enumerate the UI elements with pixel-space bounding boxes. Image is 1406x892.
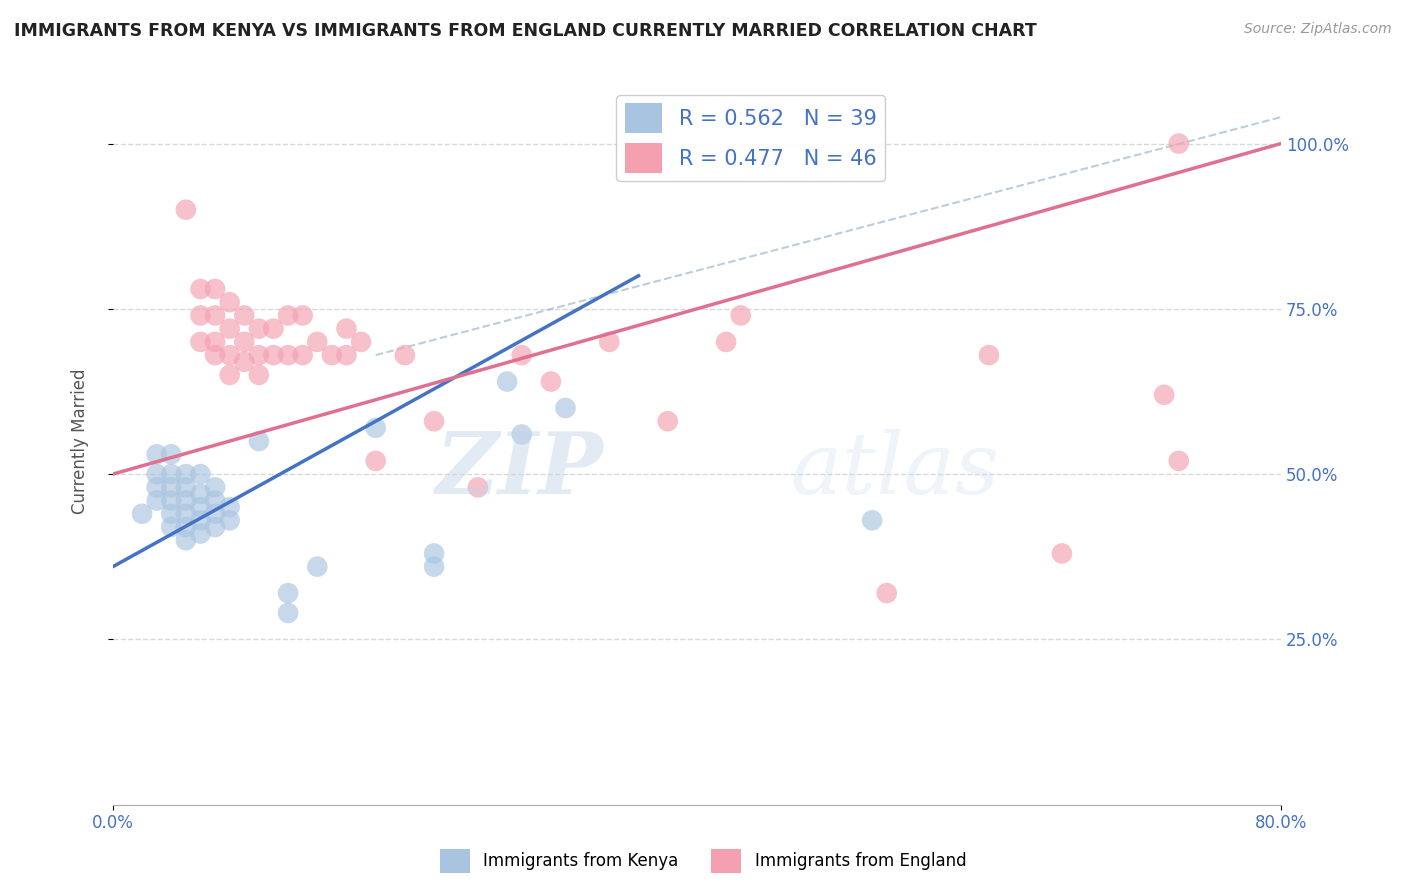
Point xyxy=(160,520,183,534)
Point xyxy=(204,520,226,534)
Point xyxy=(277,586,299,600)
Point xyxy=(131,507,153,521)
Point xyxy=(190,500,212,515)
Point xyxy=(218,348,240,362)
Point xyxy=(730,309,752,323)
Point xyxy=(277,606,299,620)
Point xyxy=(291,309,314,323)
Point xyxy=(350,334,373,349)
Point xyxy=(233,309,256,323)
Point xyxy=(160,480,183,494)
Point xyxy=(190,526,212,541)
Point xyxy=(262,321,284,335)
Text: Source: ZipAtlas.com: Source: ZipAtlas.com xyxy=(1244,22,1392,37)
Point xyxy=(307,334,329,349)
Point xyxy=(204,507,226,521)
Point xyxy=(247,321,270,335)
Point xyxy=(204,309,226,323)
Point xyxy=(364,421,387,435)
Point xyxy=(335,348,357,362)
Point xyxy=(277,309,299,323)
Point xyxy=(190,309,212,323)
Point xyxy=(174,480,197,494)
Point xyxy=(204,282,226,296)
Point xyxy=(496,375,519,389)
Point xyxy=(247,434,270,448)
Point xyxy=(554,401,576,415)
Point xyxy=(335,321,357,335)
Point xyxy=(423,546,446,560)
Text: ZIP: ZIP xyxy=(436,428,603,512)
Point xyxy=(321,348,343,362)
Point xyxy=(190,487,212,501)
Point xyxy=(190,513,212,527)
Point xyxy=(423,414,446,428)
Point xyxy=(467,480,489,494)
Point xyxy=(291,348,314,362)
Point xyxy=(247,368,270,382)
Point xyxy=(160,507,183,521)
Text: atlas: atlas xyxy=(790,429,1000,511)
Point xyxy=(160,467,183,482)
Point xyxy=(145,447,167,461)
Point xyxy=(145,467,167,482)
Point xyxy=(540,375,562,389)
Point xyxy=(977,348,1000,362)
Legend: R = 0.562   N = 39, R = 0.477   N = 46: R = 0.562 N = 39, R = 0.477 N = 46 xyxy=(616,95,884,181)
Point xyxy=(190,467,212,482)
Point xyxy=(233,355,256,369)
Point xyxy=(277,348,299,362)
Point xyxy=(160,493,183,508)
Point xyxy=(218,500,240,515)
Point xyxy=(145,480,167,494)
Point xyxy=(160,447,183,461)
Y-axis label: Currently Married: Currently Married xyxy=(72,368,89,514)
Point xyxy=(145,493,167,508)
Point xyxy=(174,467,197,482)
Point xyxy=(394,348,416,362)
Point xyxy=(1167,136,1189,151)
Point xyxy=(174,202,197,217)
Text: IMMIGRANTS FROM KENYA VS IMMIGRANTS FROM ENGLAND CURRENTLY MARRIED CORRELATION C: IMMIGRANTS FROM KENYA VS IMMIGRANTS FROM… xyxy=(14,22,1036,40)
Point xyxy=(860,513,883,527)
Point xyxy=(218,295,240,310)
Point xyxy=(423,559,446,574)
Point xyxy=(262,348,284,362)
Point xyxy=(657,414,679,428)
Point xyxy=(218,368,240,382)
Point xyxy=(174,507,197,521)
Point xyxy=(204,493,226,508)
Point xyxy=(307,559,329,574)
Point xyxy=(364,454,387,468)
Point xyxy=(174,520,197,534)
Point xyxy=(204,480,226,494)
Point xyxy=(190,282,212,296)
Point xyxy=(204,348,226,362)
Point xyxy=(218,513,240,527)
Point xyxy=(174,493,197,508)
Legend: Immigrants from Kenya, Immigrants from England: Immigrants from Kenya, Immigrants from E… xyxy=(433,842,973,880)
Point xyxy=(218,321,240,335)
Point xyxy=(510,348,533,362)
Point xyxy=(1050,546,1073,560)
Point xyxy=(233,334,256,349)
Point xyxy=(204,334,226,349)
Point xyxy=(1167,454,1189,468)
Point xyxy=(510,427,533,442)
Point xyxy=(247,348,270,362)
Point xyxy=(190,334,212,349)
Point xyxy=(1153,388,1175,402)
Point xyxy=(598,334,620,349)
Point xyxy=(714,334,737,349)
Point xyxy=(174,533,197,548)
Point xyxy=(876,586,898,600)
